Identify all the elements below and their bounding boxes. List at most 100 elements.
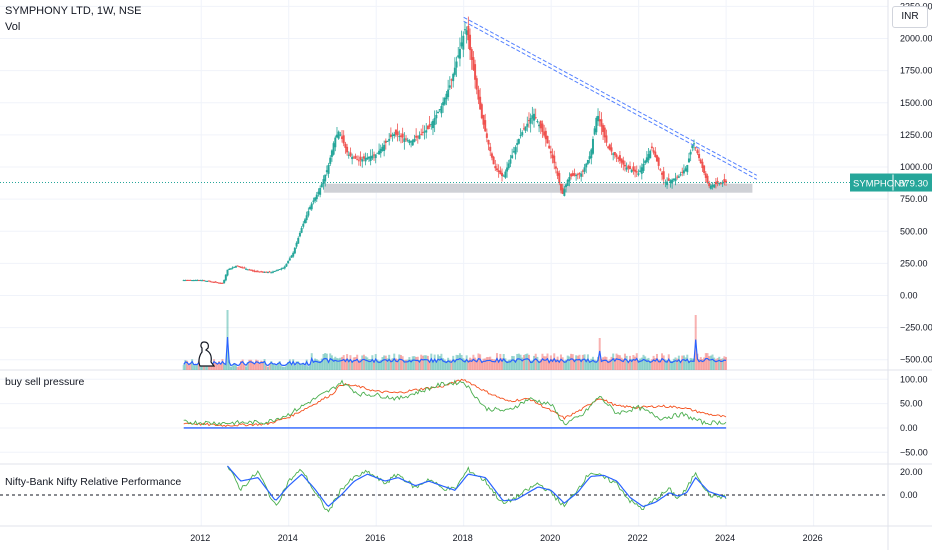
volume-bar (450, 360, 453, 370)
volume-bar (344, 358, 347, 370)
symbol-title[interactable]: SYMPHONY LTD, 1W, NSE (5, 5, 142, 17)
candle-body (405, 138, 408, 140)
candle-body (655, 155, 658, 162)
volume-bar (359, 359, 362, 370)
volume-bar (218, 361, 221, 370)
support-zone (323, 183, 753, 193)
volume-bar (283, 366, 286, 370)
candle-body (497, 170, 500, 173)
volume-bar (384, 355, 387, 370)
volume-bar (457, 355, 460, 370)
volume-bar (588, 360, 591, 370)
volume-bar (465, 355, 468, 370)
volume-bar (460, 354, 463, 370)
volume-bar (502, 354, 505, 370)
candle-body (644, 160, 647, 164)
candle-body (559, 183, 562, 191)
volume-bar (605, 356, 608, 370)
candle-body (255, 271, 258, 273)
candle-body (470, 49, 473, 60)
volume-bar (492, 359, 495, 370)
candle-body (426, 125, 429, 130)
volume-bar (506, 360, 509, 370)
volume-bar (696, 353, 699, 370)
volume-bar (303, 365, 306, 370)
candle-body (319, 187, 322, 195)
candle-body (591, 138, 594, 154)
volume-bar (300, 363, 303, 370)
volume-bar (440, 353, 443, 370)
volume-bar (251, 361, 254, 370)
volume-bar (216, 364, 219, 370)
volume-bar (351, 360, 354, 370)
candle-body (489, 146, 492, 152)
buy-pressure-line (183, 379, 727, 426)
volume-bar (364, 356, 367, 370)
candle-body (384, 140, 387, 143)
candle-body (314, 197, 317, 201)
volume-bar (714, 359, 717, 370)
relative-performance-label[interactable]: Nifty-Bank Nifty Relative Performance (5, 476, 182, 488)
candle-body (462, 35, 465, 50)
volume-bar (410, 359, 413, 370)
volume-bar (575, 355, 578, 370)
candle-body (521, 132, 524, 136)
candle-body (723, 179, 726, 183)
volume-bar (655, 353, 658, 370)
candle-body (406, 139, 409, 141)
buy-sell-pressure-label[interactable]: buy sell pressure (5, 376, 85, 388)
volume-bar (342, 355, 345, 370)
volume-bar (324, 353, 327, 370)
volume-bar (602, 357, 605, 370)
candle-body (544, 130, 547, 140)
candle-body (192, 280, 195, 282)
volume-bar (497, 360, 500, 370)
candle-body (223, 280, 226, 284)
volume-bar (405, 359, 408, 370)
candle-body (661, 172, 664, 175)
volume-bar (438, 356, 441, 370)
volume-bar (597, 356, 600, 370)
volume-bar (640, 357, 643, 370)
volume-bar (231, 365, 234, 370)
volume-bar (677, 355, 680, 370)
x-tick-label: 2026 (803, 533, 823, 543)
candle-body (607, 146, 610, 148)
volume-bar (615, 353, 618, 370)
candle-body (288, 258, 291, 261)
candle-body (415, 135, 418, 138)
candle-body (578, 172, 581, 175)
volume-bar (339, 357, 342, 370)
x-tick-label: 2024 (715, 533, 735, 543)
candle-body (329, 157, 332, 164)
candle-body (635, 171, 638, 173)
x-tick-label: 2016 (365, 533, 385, 543)
volume-bar (527, 354, 530, 370)
candle-body (713, 184, 716, 188)
volume-bar (416, 356, 419, 370)
candle-body (529, 118, 532, 124)
x-tick-label: 2020 (540, 533, 560, 543)
candle-body (565, 184, 568, 188)
candle-body (437, 112, 440, 114)
volume-bar (266, 366, 269, 370)
candle-body (676, 176, 679, 178)
volume-bar (607, 360, 610, 370)
candle-body (234, 266, 237, 268)
candle-body (431, 120, 434, 129)
candle-body (325, 170, 328, 173)
volume-bar (287, 361, 290, 370)
candle-body (396, 131, 399, 136)
volume-bar (718, 356, 721, 370)
volume-label[interactable]: Vol (5, 21, 21, 33)
volume-bar (314, 358, 317, 370)
candle-body (376, 152, 379, 154)
candle-body (268, 271, 271, 273)
candle-body (482, 115, 485, 125)
candle-body (221, 282, 224, 284)
candle-body (378, 150, 381, 155)
volume-bar (558, 360, 561, 370)
candle-body (484, 120, 487, 132)
currency-badge[interactable]: INR (892, 6, 928, 28)
